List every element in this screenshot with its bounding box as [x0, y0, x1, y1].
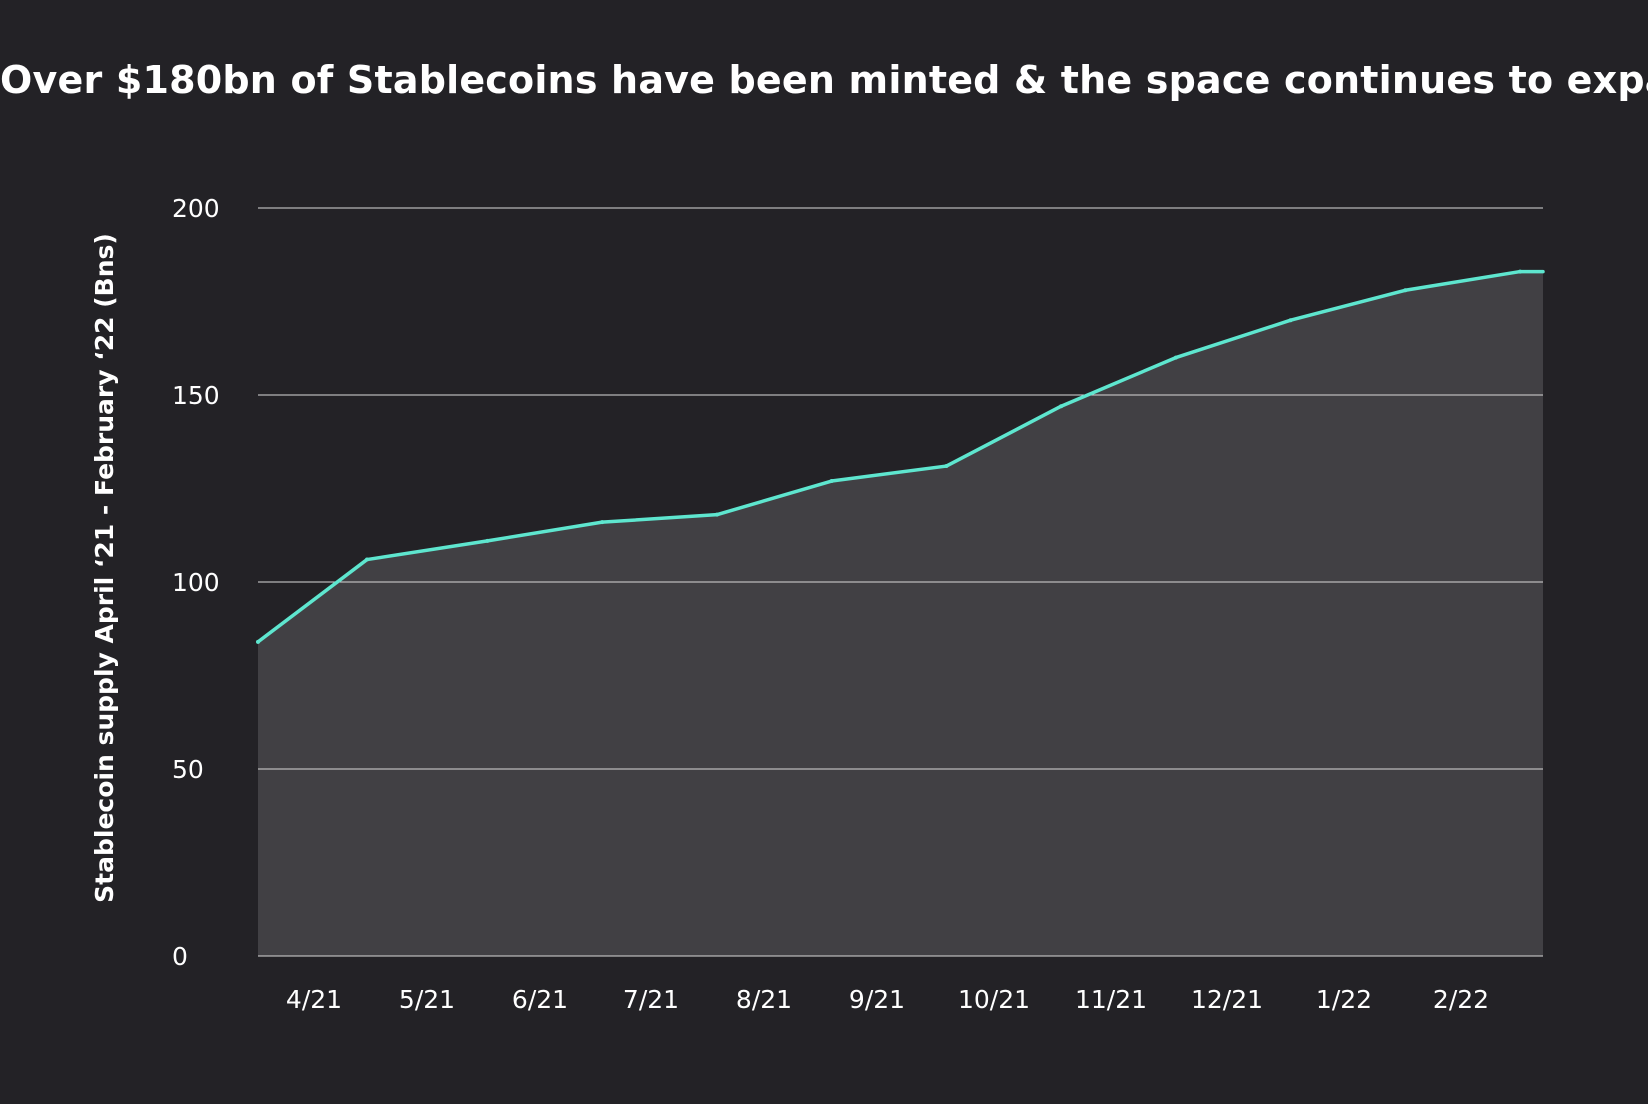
data-point — [1288, 318, 1293, 323]
y-tick-label: 50 — [172, 755, 204, 784]
y-axis-label: Stablecoin supply April ‘21 - February ‘… — [90, 233, 119, 903]
x-tick-label: 5/21 — [399, 985, 455, 1014]
x-tick-label: 1/22 — [1316, 985, 1372, 1014]
y-tick-label: 200 — [172, 194, 220, 223]
series-area — [258, 271, 1543, 957]
data-point — [485, 538, 490, 543]
x-tick-label: 6/21 — [512, 985, 568, 1014]
chart-title: Over $180bn of Stablecoins have been min… — [0, 58, 1648, 102]
x-tick-label: 9/21 — [849, 985, 905, 1014]
x-tick-label: 7/21 — [623, 985, 679, 1014]
data-point — [1403, 288, 1408, 293]
y-tick-label: 150 — [172, 381, 220, 410]
y-tick-label: 100 — [172, 568, 220, 597]
x-tick-label: 2/22 — [1433, 985, 1489, 1014]
x-tick-label: 8/21 — [736, 985, 792, 1014]
data-point — [829, 479, 834, 484]
x-tick-label: 10/21 — [958, 985, 1030, 1014]
y-tick-label: 0 — [172, 942, 188, 971]
x-tick-label: 4/21 — [286, 985, 342, 1014]
data-point — [600, 520, 605, 525]
data-point — [944, 464, 949, 469]
data-point — [1059, 404, 1064, 409]
data-point — [1518, 269, 1523, 274]
data-point — [256, 639, 260, 644]
x-tick-label: 11/21 — [1075, 985, 1147, 1014]
data-point — [1173, 355, 1178, 360]
data-point — [714, 512, 719, 517]
data-point — [364, 557, 369, 562]
x-tick-label: 12/21 — [1191, 985, 1263, 1014]
